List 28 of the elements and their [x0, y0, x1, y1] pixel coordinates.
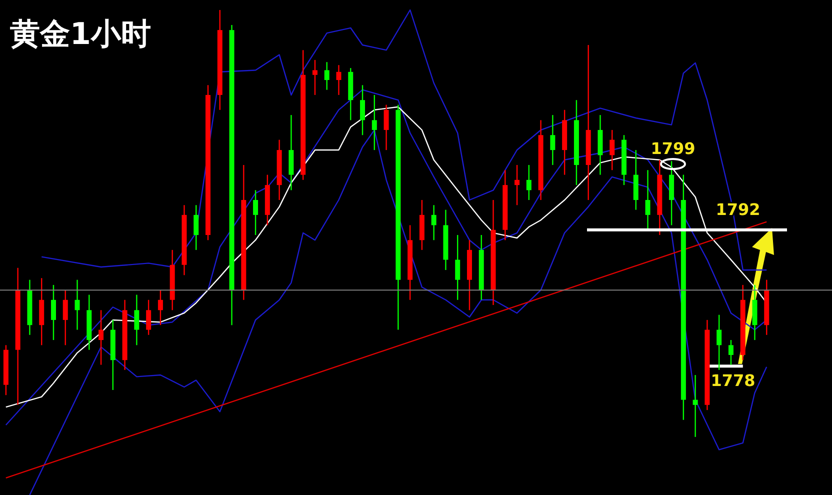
candlestick	[336, 64, 342, 96]
candlestick	[158, 289, 163, 326]
candlestick	[312, 59, 318, 96]
candlestick	[610, 129, 615, 171]
candlestick	[550, 114, 556, 166]
candlestick	[645, 170, 650, 230]
candlestick	[384, 104, 389, 151]
candlestick	[98, 310, 104, 366]
candlestick	[728, 339, 734, 366]
candlestick	[134, 294, 140, 346]
candlestick	[514, 164, 520, 206]
candlestick	[716, 314, 722, 371]
candlestick	[431, 204, 436, 241]
candlestick	[50, 284, 56, 341]
annotation: 1778	[710, 371, 756, 390]
candlestick	[324, 61, 330, 90]
candlestick	[526, 164, 532, 201]
candlestick	[455, 234, 460, 300]
candlestick	[146, 299, 152, 336]
candlestick	[692, 374, 698, 438]
candlestick	[360, 84, 366, 136]
candlestick	[372, 94, 377, 151]
candlestick	[194, 204, 199, 251]
annotation: 1799	[650, 139, 696, 158]
chart-title: 黄金1小时	[10, 17, 151, 52]
candlestick	[74, 279, 80, 330]
candlestick	[253, 190, 258, 236]
candlestick	[62, 289, 68, 346]
